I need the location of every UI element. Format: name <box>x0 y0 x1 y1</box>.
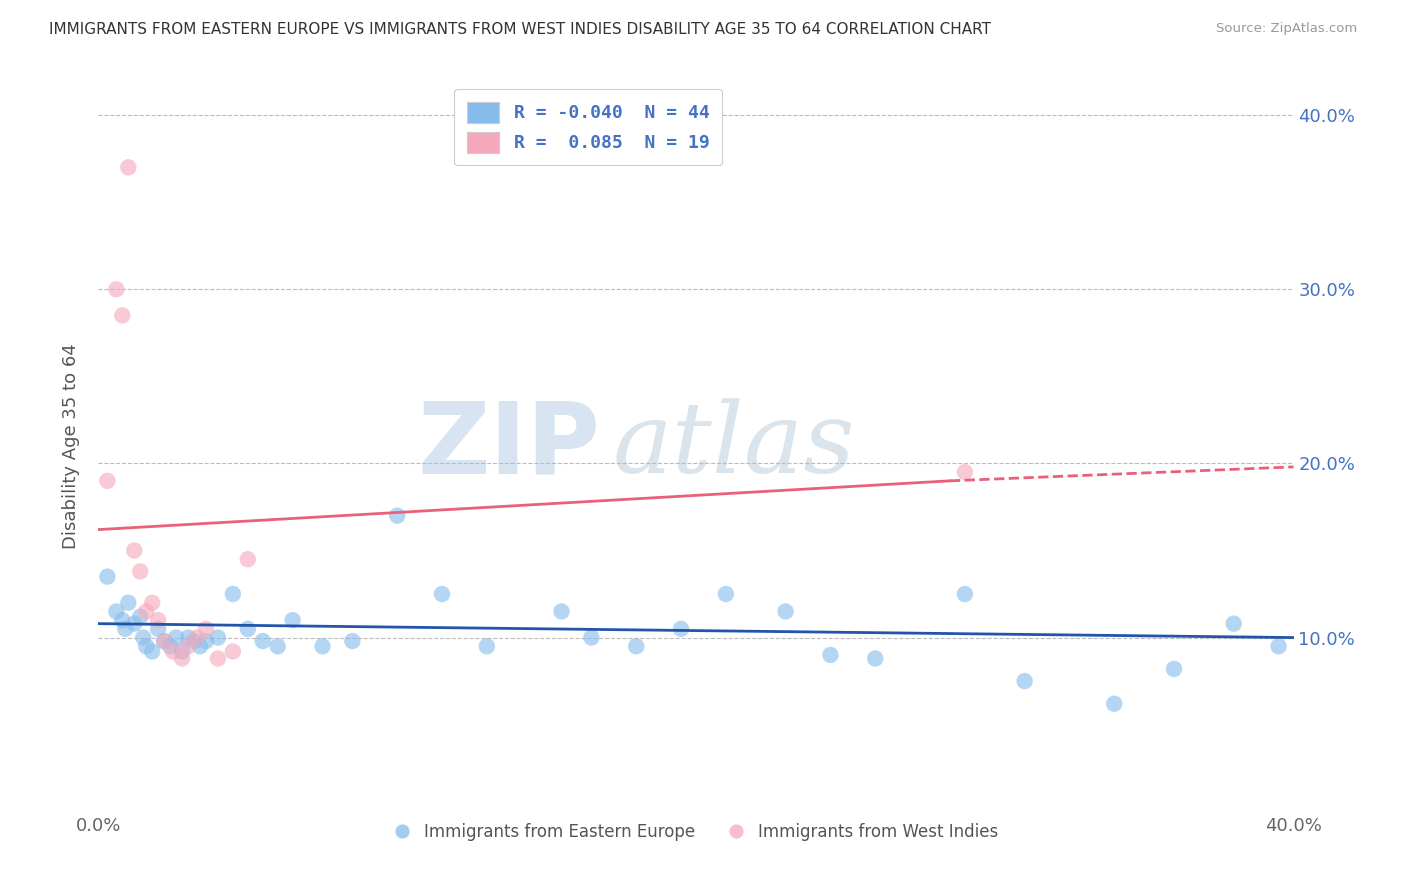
Point <box>550 604 572 618</box>
Point <box>1014 674 1036 689</box>
Point <box>165 631 187 645</box>
Point <box>96 474 118 488</box>
Text: atlas: atlas <box>613 399 855 493</box>
Point <box>124 616 146 631</box>
Text: ZIP: ZIP <box>418 398 600 494</box>
Point <box>222 644 245 658</box>
Point <box>111 309 134 323</box>
Point <box>236 552 259 566</box>
Point <box>172 651 194 665</box>
Point <box>236 622 259 636</box>
Point <box>117 161 139 175</box>
Point <box>148 622 170 636</box>
Point <box>105 282 128 296</box>
Point <box>117 596 139 610</box>
Point <box>114 622 136 636</box>
Point <box>195 634 218 648</box>
Point <box>1267 640 1289 654</box>
Point <box>159 640 181 654</box>
Point <box>153 634 176 648</box>
Point <box>953 587 976 601</box>
Point <box>135 640 157 654</box>
Point <box>342 634 364 648</box>
Point <box>252 634 274 648</box>
Point <box>207 631 229 645</box>
Point <box>129 609 152 624</box>
Point <box>105 604 128 618</box>
Point <box>186 631 208 645</box>
Point <box>188 640 211 654</box>
Point <box>129 565 152 579</box>
Point <box>195 622 218 636</box>
Point <box>141 644 163 658</box>
Point <box>124 543 146 558</box>
Point <box>281 613 304 627</box>
Legend: Immigrants from Eastern Europe, Immigrants from West Indies: Immigrants from Eastern Europe, Immigran… <box>387 816 1005 847</box>
Text: IMMIGRANTS FROM EASTERN EUROPE VS IMMIGRANTS FROM WEST INDIES DISABILITY AGE 35 : IMMIGRANTS FROM EASTERN EUROPE VS IMMIGR… <box>49 22 991 37</box>
Point <box>132 631 155 645</box>
Y-axis label: Disability Age 35 to 64: Disability Age 35 to 64 <box>62 343 80 549</box>
Point <box>222 587 245 601</box>
Point <box>475 640 498 654</box>
Point <box>135 604 157 618</box>
Text: Source: ZipAtlas.com: Source: ZipAtlas.com <box>1216 22 1357 36</box>
Point <box>162 644 184 658</box>
Point <box>148 613 170 627</box>
Point <box>177 631 200 645</box>
Point <box>267 640 290 654</box>
Point <box>207 651 229 665</box>
Point <box>430 587 453 601</box>
Point <box>183 634 205 648</box>
Point <box>153 634 176 648</box>
Point <box>953 465 976 479</box>
Point <box>1223 616 1246 631</box>
Point <box>1104 697 1126 711</box>
Point <box>111 613 134 627</box>
Point <box>177 640 200 654</box>
Point <box>865 651 887 665</box>
Point <box>626 640 648 654</box>
Point <box>714 587 737 601</box>
Point <box>96 569 118 583</box>
Point <box>1163 662 1185 676</box>
Point <box>820 648 842 662</box>
Point <box>669 622 692 636</box>
Point <box>141 596 163 610</box>
Point <box>311 640 333 654</box>
Point <box>385 508 409 523</box>
Point <box>775 604 797 618</box>
Point <box>581 631 603 645</box>
Point <box>172 644 194 658</box>
